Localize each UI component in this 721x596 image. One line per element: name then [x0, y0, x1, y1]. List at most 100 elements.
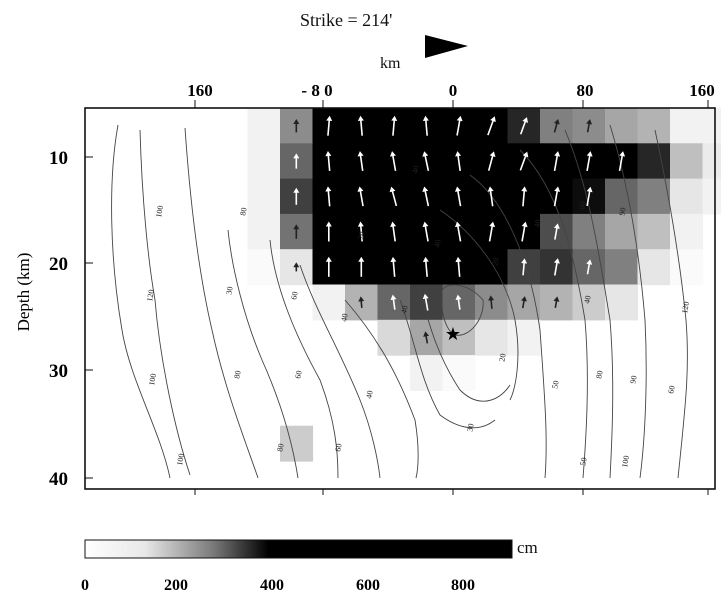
slip-cell — [637, 108, 671, 144]
slip-vector-arrow — [455, 151, 462, 172]
slip-cell — [702, 108, 721, 144]
hypocenter-star: ★ — [445, 324, 461, 344]
slip-cell — [605, 249, 639, 286]
slip-vector-arrow — [586, 119, 593, 133]
slip-cell — [377, 319, 411, 356]
y-tick-label: 40 — [49, 469, 68, 490]
contour-label: 50 — [578, 457, 588, 466]
colorbar-tick-label: 200 — [164, 577, 188, 594]
contour-label: 60 — [577, 201, 587, 210]
contour-label: 20 — [490, 257, 500, 266]
slip-cell — [670, 249, 704, 286]
slip-vector-arrow — [325, 151, 332, 172]
contour-label: 80 — [275, 443, 285, 452]
contour-label: 120 — [145, 289, 156, 302]
contour-labels: 100 120 100 100 80 30 80 80 60 60 60 40 40 40 40 20 20 20… — [145, 165, 691, 468]
slip-vector-arrow — [422, 115, 429, 136]
colorbar-tick-label: 0 — [81, 577, 89, 594]
slip-vector-arrow — [553, 258, 560, 276]
contour-label: 40 — [364, 390, 374, 399]
slip-vector-arrow — [325, 256, 332, 277]
slip-cell — [280, 425, 314, 462]
slip-cell — [442, 355, 476, 391]
slip-vector-arrow — [586, 186, 593, 206]
contour-line — [269, 239, 339, 479]
contour-line — [609, 124, 647, 479]
contour-label: 90 — [617, 207, 627, 216]
slip-vector-arrow — [487, 116, 496, 136]
slip-vector-arrow — [389, 151, 397, 171]
slip-vector-arrow — [325, 221, 332, 242]
slip-vector-arrow — [422, 293, 429, 311]
slip-cell — [572, 284, 606, 321]
slip-cell — [670, 178, 704, 215]
slip-cell — [670, 108, 704, 144]
contour-label: 30 — [224, 286, 234, 295]
slip-vector-arrow — [553, 186, 561, 207]
slip-cells — [247, 108, 721, 462]
slip-vector-arrow — [293, 224, 300, 239]
contour-line — [184, 127, 259, 479]
slip-vector-arrow — [553, 151, 561, 171]
slip-cell — [670, 213, 704, 250]
top-axis — [194, 100, 709, 108]
contour-line — [439, 209, 519, 401]
contour-label: 20 — [497, 353, 507, 362]
colorbar-unit-label: cm — [517, 538, 538, 557]
slip-vector-arrow — [521, 186, 528, 207]
slip-vector-arrow — [455, 294, 462, 310]
slip-vector-arrow — [325, 186, 332, 207]
slip-vector-arrow — [456, 115, 463, 136]
contour-label: 100 — [620, 455, 631, 468]
y-tick-label: 20 — [49, 254, 68, 275]
contour-label: 100 — [154, 205, 165, 218]
slip-cell — [247, 213, 281, 250]
slip-vector-arrow — [422, 256, 429, 277]
slip-vector-arrow — [358, 256, 365, 277]
slip-vector-arrow — [389, 186, 398, 207]
slip-vector-arrow — [293, 153, 300, 169]
colorbar-tick-label: 800 — [451, 577, 475, 594]
slip-vector-arrow — [293, 187, 300, 205]
slip-vector-arrow — [488, 221, 496, 242]
slip-cell — [247, 249, 281, 286]
slip-cell — [507, 319, 541, 356]
contour-line — [227, 229, 299, 479]
slip-vector-arrow — [358, 296, 365, 308]
slip-vector-arrow — [422, 221, 429, 242]
slip-vector-arrow — [357, 186, 364, 207]
slip-vector-arrow — [521, 296, 527, 309]
slip-cell — [312, 284, 346, 321]
slip-vector-arrow — [553, 223, 560, 240]
contour-label: 40 — [432, 239, 442, 248]
slip-cell — [475, 249, 509, 286]
slip-vector-arrow — [357, 221, 364, 242]
slip-cell — [605, 213, 639, 250]
contour-label: 40 — [339, 313, 349, 322]
slip-vector-arrow — [553, 296, 560, 308]
slip-vector-arrow — [390, 256, 397, 277]
left-axis — [85, 156, 93, 479]
chart-title: Strike = 214' — [300, 10, 393, 30]
contour-label: 80 — [238, 207, 248, 216]
x-tick-label: 0 — [449, 81, 458, 100]
slip-cell — [637, 178, 671, 215]
slip-cell — [247, 108, 281, 144]
slip-vector-arrow — [521, 258, 528, 276]
slip-cell — [637, 249, 671, 286]
slip-cell — [247, 143, 281, 180]
contour-label: 80 — [594, 370, 604, 379]
contour-lines — [111, 124, 688, 479]
slip-vector-arrow — [293, 119, 300, 133]
contour-label: 100 — [175, 453, 186, 466]
contour-label: 90 — [628, 375, 638, 384]
slip-vector-arrow — [423, 331, 430, 344]
slip-vector-arrow — [454, 221, 462, 242]
slip-cell — [637, 143, 671, 180]
contour-label: 40 — [532, 219, 542, 228]
slip-vector-arrow — [390, 294, 397, 310]
contour-label: 40 — [582, 295, 592, 304]
slip-vector-arrow — [326, 115, 333, 136]
slip-cell — [475, 319, 509, 356]
